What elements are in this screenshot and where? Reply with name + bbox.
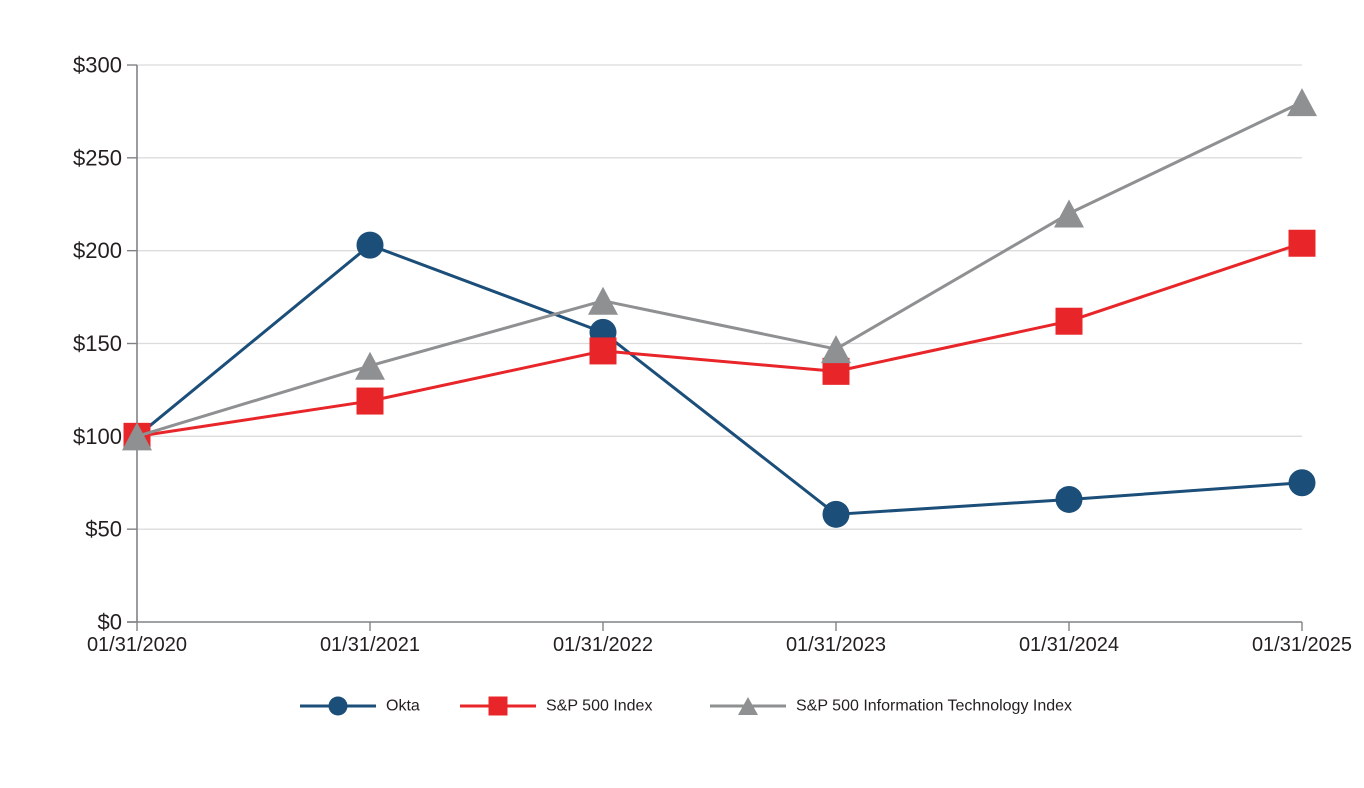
y-axis-label-250: $250: [73, 145, 122, 170]
y-axis-label-300: $300: [73, 53, 122, 78]
legend-item-1: S&P 500 Index: [460, 696, 652, 716]
legend-item-1-label: S&P 500 Index: [546, 698, 652, 715]
y-axis-label-100: $100: [73, 424, 122, 449]
gridlines: [137, 64, 1302, 530]
legend-item-0: Okta: [300, 696, 420, 716]
series-0-point-1-circle-marker: [356, 231, 384, 259]
series-1-point-2-square-marker: [589, 337, 617, 365]
y-axis-label-200: $200: [73, 238, 122, 263]
x-axis-label-2: 01/31/2022: [553, 634, 653, 656]
series-2-point-0-triangle-marker: [122, 422, 152, 451]
series-0-line: [136, 243, 1303, 516]
legend-item-2-triangle-marker: [738, 697, 758, 715]
legend-item-1-square-marker: [488, 696, 508, 716]
legend-item-0-circle-marker: [328, 696, 348, 716]
x-axis-label-0: 01/31/2020: [87, 634, 187, 656]
series-2-point-4-triangle-marker: [1054, 199, 1084, 228]
series-0-point-5-circle-marker: [1288, 469, 1316, 497]
y-axis-label-50: $50: [85, 517, 122, 542]
series-2-line: [136, 100, 1303, 438]
legend-item-2-label: S&P 500 Information Technology Index: [796, 698, 1072, 715]
y-axis-label-150: $150: [73, 331, 122, 356]
series-2-point-3-triangle-marker: [821, 335, 851, 364]
axes: [127, 64, 1303, 631]
series-0-point-4-circle-marker: [1055, 485, 1083, 513]
legend-item-0-label: Okta: [386, 698, 420, 715]
y-axis-labels: $0 $50 $100 $150 $200 $250 $300: [73, 53, 122, 635]
series-2-point-2-triangle-marker: [588, 286, 618, 315]
series-2-point-1-triangle-marker: [355, 351, 385, 380]
series-1-point-5-square-marker: [1288, 229, 1316, 257]
series-1-point-1-square-marker: [356, 387, 384, 415]
x-axis-labels: 01/31/2020 01/31/2021 01/31/2022 01/31/2023…: [87, 634, 1352, 656]
series-2-point-5-triangle-marker: [1287, 88, 1317, 117]
x-axis-label-3: 01/31/2023: [786, 634, 886, 656]
series-1-group: [123, 229, 1316, 450]
x-axis-label-5: 01/31/2025: [1252, 634, 1352, 656]
series-1-line: [136, 241, 1303, 438]
series-1-point-4-square-marker: [1055, 307, 1083, 335]
series-0-group: [123, 231, 1316, 528]
series-2-group: [122, 88, 1317, 451]
x-axis-label-4: 01/31/2024: [1019, 634, 1119, 656]
y-axis-label-0: $0: [98, 610, 122, 635]
series-0-point-3-circle-marker: [822, 500, 850, 528]
legend-item-2: S&P 500 Information Technology Index: [710, 697, 1072, 715]
legend: Okta S&P 500 Index S&P 500 Information Tec…: [300, 696, 1072, 716]
x-axis-label-1: 01/31/2021: [320, 634, 420, 656]
